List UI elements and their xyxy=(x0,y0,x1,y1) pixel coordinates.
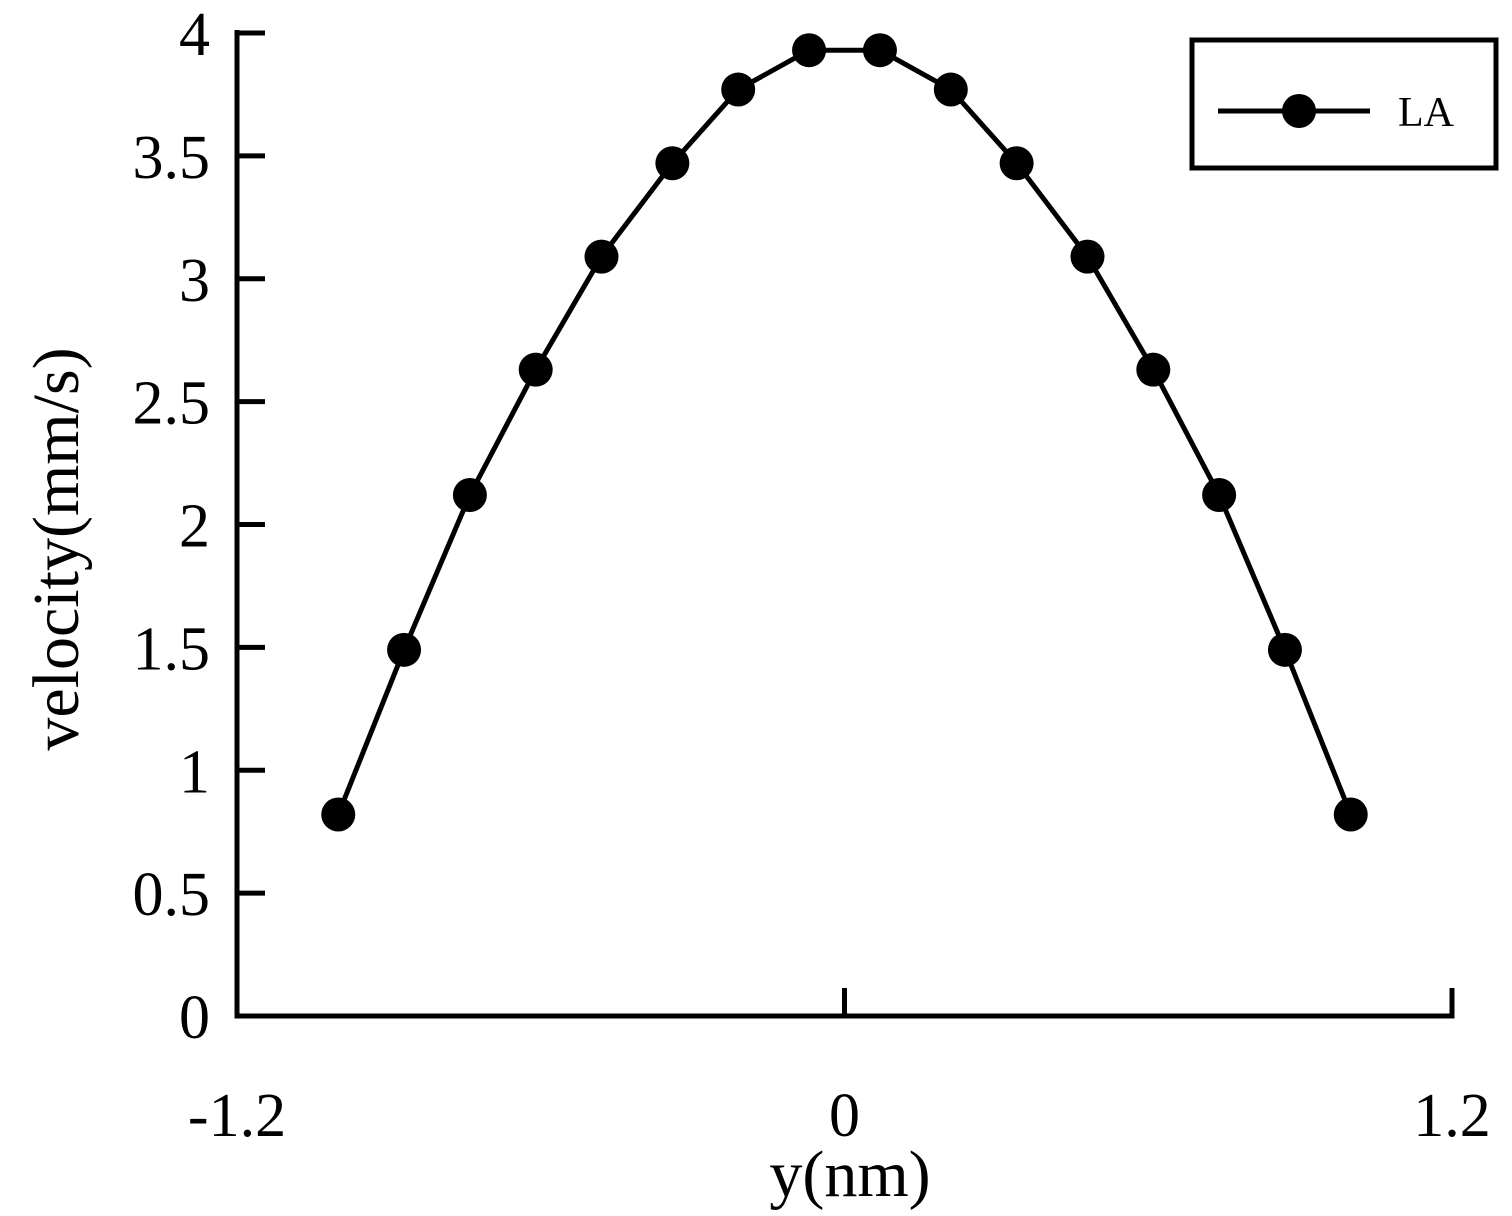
x-tick-label: 1.2 xyxy=(1413,1082,1491,1150)
data-point xyxy=(452,478,487,513)
y-axis-label: velocity(mm/s) xyxy=(20,347,93,750)
y-tick-label: 0.5 xyxy=(133,861,211,929)
y-tick-label: 2.5 xyxy=(133,370,211,438)
data-point xyxy=(1267,632,1302,667)
data-point xyxy=(518,352,553,387)
series-layer xyxy=(321,33,1368,832)
legend-box xyxy=(1189,37,1499,171)
legend-label: LA xyxy=(1398,90,1455,136)
x-axis-ticks: -1.2 0 1.2 xyxy=(188,988,1491,1150)
data-point xyxy=(1136,352,1171,387)
data-point xyxy=(584,239,619,274)
data-point xyxy=(721,72,756,107)
y-tick-label: 1.5 xyxy=(133,615,211,683)
data-point xyxy=(1070,239,1105,274)
data-point xyxy=(862,33,897,68)
y-tick-label: 4 xyxy=(179,1,210,69)
y-tick-label: 0 xyxy=(179,984,210,1052)
series-line xyxy=(335,47,1354,816)
x-axis-label: y(nm) xyxy=(769,1138,930,1211)
data-point xyxy=(387,632,422,667)
legend: LA xyxy=(1189,37,1499,171)
data-point xyxy=(933,72,968,107)
data-point xyxy=(321,797,356,832)
y-tick-label: 3.5 xyxy=(133,124,211,192)
x-tick-label: 0 xyxy=(829,1082,860,1150)
data-point xyxy=(999,146,1034,181)
y-axis-ticks: 0 0.5 1 1.5 2 2.5 3 3.5 4 xyxy=(133,1,265,1052)
data-point xyxy=(1333,797,1368,832)
axes xyxy=(234,30,1455,1019)
data-point xyxy=(655,146,690,181)
legend-marker xyxy=(1282,94,1316,128)
y-tick-label: 1 xyxy=(179,738,210,806)
data-point xyxy=(792,33,827,68)
y-tick-label: 2 xyxy=(179,493,210,561)
x-tick-label: -1.2 xyxy=(188,1082,286,1150)
y-tick-label: 3 xyxy=(179,247,210,315)
data-point xyxy=(1202,478,1237,513)
